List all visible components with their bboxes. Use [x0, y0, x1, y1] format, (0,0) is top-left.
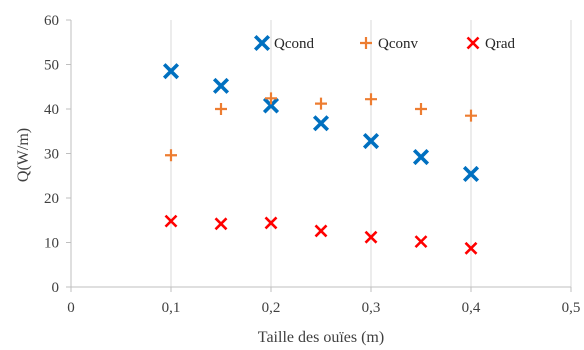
axes — [66, 19, 572, 292]
data-point-qcond — [162, 63, 180, 80]
x-tick-label: 0,5 — [562, 300, 581, 316]
x-tick-label: 0,2 — [262, 300, 281, 316]
legend-label: Qcond — [274, 36, 314, 52]
y-axis-title: Q(W/m) — [15, 128, 32, 182]
legend-marker-qconv — [360, 37, 372, 49]
x-tick-label: 0,3 — [362, 300, 381, 316]
grid-lines — [170, 20, 572, 287]
legend-label: Qrad — [485, 36, 515, 52]
y-tick-label: 60 — [44, 13, 59, 29]
data-point-qrad — [464, 241, 478, 255]
data-point-qconv — [265, 92, 277, 105]
data-point-qconv — [215, 103, 227, 115]
legend-label: Qconv — [378, 36, 418, 52]
legend-item-qconv: Qconv — [360, 36, 418, 52]
legend-item-qrad: Qrad — [466, 36, 515, 52]
data-point-qrad — [214, 217, 228, 231]
y-tick-label: 20 — [44, 191, 59, 207]
x-tick-label: 0,4 — [462, 300, 481, 316]
legend-item-qcond: Qcond — [253, 34, 314, 52]
data-point-qrad — [414, 235, 428, 249]
data-point-qconv — [465, 109, 477, 122]
y-tick-label: 50 — [44, 58, 59, 74]
data-point-qcond — [212, 77, 230, 94]
tick-labels: 0 10 20 30 40 50 60 0 0,1 0,2 0,3 0,4 0,5 — [44, 13, 580, 316]
series-qrad — [164, 214, 478, 255]
data-point-qcond — [312, 115, 330, 132]
legend-marker-qcond — [253, 34, 271, 52]
series-qcond — [162, 63, 480, 183]
data-point-qconv — [165, 149, 177, 162]
data-point-qcond — [262, 97, 280, 114]
data-point-qrad — [164, 214, 178, 228]
data-point-qcond — [412, 149, 430, 166]
y-tick-label: 0 — [52, 280, 60, 296]
data-point-qrad — [264, 216, 278, 230]
data-point-qcond — [362, 132, 380, 150]
data-point-qconv — [315, 97, 327, 110]
data-point-qconv — [365, 93, 377, 106]
x-tick-label: 0,1 — [162, 300, 181, 316]
series-qconv — [165, 92, 477, 162]
data-point-qrad — [364, 230, 378, 244]
x-axis-title: Taille des ouïes (m) — [258, 329, 384, 346]
legend-marker-qrad — [466, 36, 480, 50]
data-markers — [162, 63, 480, 255]
legend: Qcond Qconv Qrad — [253, 34, 515, 52]
data-point-qrad — [314, 224, 328, 238]
data-point-qcond — [462, 165, 480, 183]
y-tick-label: 40 — [44, 102, 59, 118]
x-tick-label: 0 — [67, 300, 75, 316]
data-point-qconv — [415, 103, 427, 115]
y-tick-label: 10 — [44, 236, 59, 252]
y-tick-label: 30 — [44, 147, 59, 163]
